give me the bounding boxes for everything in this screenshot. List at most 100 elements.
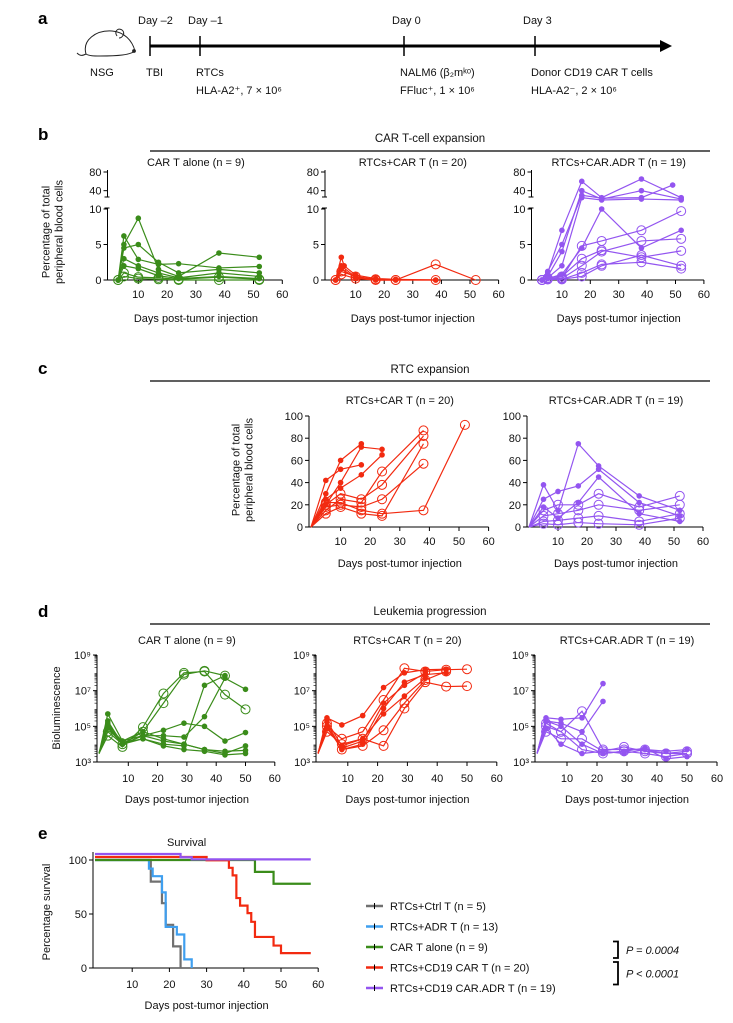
x-tick-label: 30 [181,773,193,785]
plot-d3: 10³ 10⁵ 10⁷ 10⁹ 10 20 30 40 50 60 Days post-tumor … [512,635,723,806]
x-tick-label: 10 [334,536,346,548]
y-tick-label: 5 [519,240,525,252]
data-point [441,666,452,677]
data-point [352,275,359,281]
plot-c2: 0 20 40 60 80 100 10 20 30 40 50 60 Days post-tumor … [503,395,709,570]
y-tick-label: 80 [513,167,525,179]
data-point [140,732,146,739]
timeline-arrowhead [660,40,672,52]
plot-title: RTCs+CAR T (n = 20) [346,395,454,407]
series-line [98,670,226,754]
series [537,250,687,285]
data-point [575,483,582,489]
y-tick-label: 40 [291,478,303,490]
series [332,265,399,283]
data-point [678,197,684,203]
data-point [380,684,387,691]
data-point [682,748,692,759]
series-line [335,264,436,281]
series [115,263,263,283]
y-tick-label: 10³ [294,757,310,769]
data-point [575,499,582,506]
y-tick-label: 10⁹ [293,650,310,662]
data-point [418,505,429,516]
data-point [638,196,645,202]
data-point [640,748,650,759]
series [539,187,684,283]
data-point [676,260,687,271]
data-point [598,748,608,759]
plot-title: RTCs+CAR T (n = 20) [359,157,467,169]
data-point [459,419,470,430]
data-point [430,259,441,270]
data-point [558,723,564,730]
data-point [577,744,587,755]
timeline-day-label: Day –1 [188,15,223,27]
data-point [677,518,683,525]
data-point [676,206,687,217]
data-point [181,746,187,753]
data-point [593,518,604,529]
data-point [418,458,429,469]
series [536,725,690,757]
x-tick-label: 50 [247,289,259,301]
data-point [600,680,606,687]
y-axis-title: peripheral blood cells [244,418,256,522]
data-point [379,446,385,453]
data-point [254,275,265,285]
y-tick-label: 10 [89,204,101,216]
data-point [337,466,344,473]
panel-label-d: d [38,602,48,621]
data-point [378,725,389,736]
data-point [356,505,367,516]
x-tick-label: 20 [378,289,390,301]
timeline-event-text: TBI [146,67,163,79]
series [317,670,429,754]
x-tick-label: 30 [394,536,406,548]
data-point [538,510,549,521]
y-tick-label: 10⁷ [75,686,91,698]
y-tick-label: 10⁵ [512,721,529,733]
data-point [335,494,346,505]
data-point [578,245,585,251]
series-line [541,254,682,281]
series [330,259,481,285]
data-point [358,462,365,468]
data-point [201,713,208,720]
series [332,254,439,283]
data-point [121,233,127,239]
data-point [324,718,330,724]
plot-title: CAR T alone (n = 9) [147,157,245,169]
y-tick-label: 0 [313,275,319,287]
data-point [256,263,263,270]
data-point [222,750,228,757]
data-point [135,241,142,248]
data-point [579,728,585,735]
data-point [401,693,408,699]
data-point [556,726,566,737]
data-point [160,732,167,739]
y-tick-label: 20 [509,500,521,512]
data-point [135,265,142,272]
y-tick-label: 100 [503,411,521,423]
x-tick-label: 40 [219,289,231,301]
data-point [634,516,645,527]
data-point [359,712,366,719]
timeline-day-label: Day 0 [392,15,421,27]
data-point [378,740,389,751]
plot-d1: 10³ 10⁵ 10⁷ 10⁹ 10 20 30 40 50 60 Days post-tumor … [51,635,281,806]
x-tick-label: 50 [461,773,473,785]
plot-b1: 0 5 10 40 80 10 20 30 40 50 60 Days post-tumor inje… [41,157,289,325]
data-point [324,725,330,731]
y-tick-label: 0 [95,275,101,287]
timeline-event-text: Donor CD19 CAR T cells [531,67,653,79]
data-point [573,517,584,528]
x-axis-title: Days post-tumor injection [557,313,681,325]
data-point [155,272,162,279]
p-value-label: P = 0.0004 [626,945,679,957]
group-title-d: Leukemia progression [373,606,486,618]
data-point [320,508,331,519]
data-point [380,705,387,712]
data-point [676,233,687,244]
data-point [335,502,346,513]
